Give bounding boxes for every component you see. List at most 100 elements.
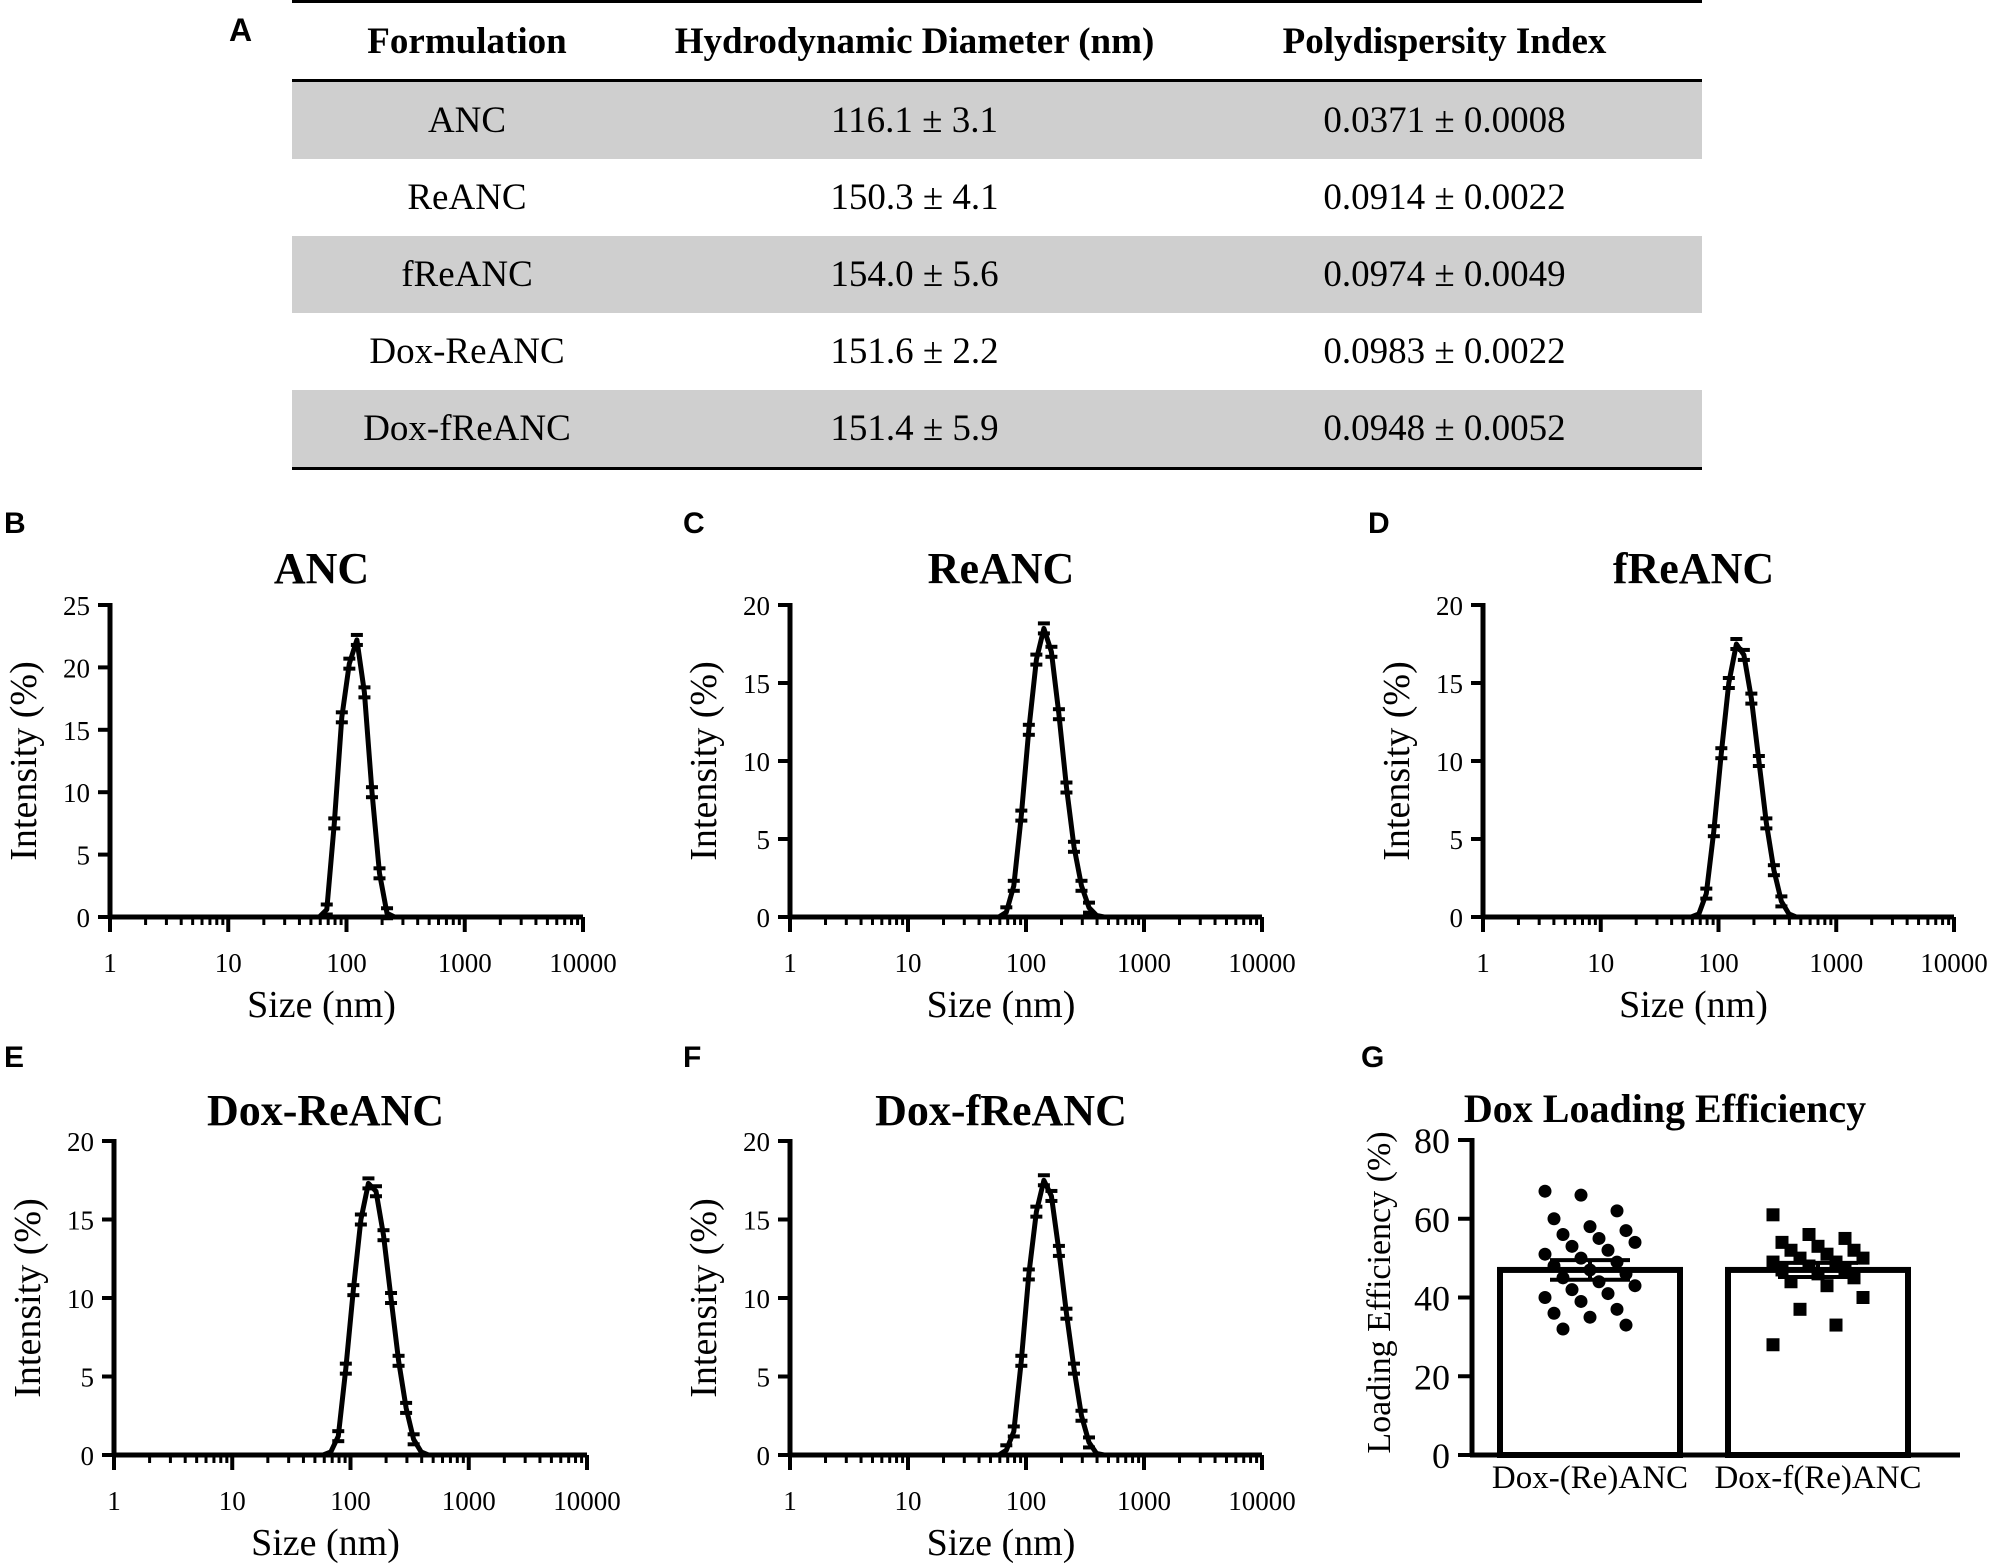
x-tick-label: 1000 [1117,948,1171,978]
cell-diameter: 154.0 ± 5.6 [642,236,1187,313]
data-point [1619,1318,1633,1332]
table-row: ANC 116.1 ± 3.1 0.0371 ± 0.0008 [292,80,1702,159]
data-point [1538,1247,1552,1261]
size-table: Formulation Hydrodynamic Diameter (nm) P… [292,0,1702,470]
cell-formulation: ANC [292,80,642,159]
x-tick-label: 1 [783,1486,797,1516]
y-tick-label: 25 [63,591,90,621]
x-tick-label: 1 [1476,948,1490,978]
chart-B: ANC 0 5 10 15 20 25 1 10 100 1000 10000 Size (nm) Int… [3,544,617,1026]
data-point [1547,1306,1561,1320]
data-point [1793,1302,1807,1316]
data-point [1574,1251,1588,1265]
y-axis-label: Loading Efficiency (%) [1361,1131,1398,1453]
bar [1497,1266,1683,1458]
chart-title: fReANC [1613,544,1774,593]
data-point [1610,1255,1624,1269]
table-row: fReANC 154.0 ± 5.6 0.0974 ± 0.0049 [292,236,1702,313]
chart-E: Dox-ReANC 0 5 10 15 20 1 10 100 1000 10000 Size (nm… [7,1086,621,1564]
x-tick-label: 10000 [549,948,617,978]
table-row: ReANC 150.3 ± 4.1 0.0914 ± 0.0022 [292,159,1702,236]
data-point [1592,1275,1606,1289]
table-row: Dox-fReANC 151.4 ± 5.9 0.0948 ± 0.0052 [292,390,1702,469]
cell-diameter: 150.3 ± 4.1 [830,177,999,218]
series-line [322,1180,430,1458]
y-axis-label: Intensity (%) [683,661,725,860]
y-tick-label: 20 [1436,591,1463,621]
panel-label-b: B [4,507,26,540]
x-tick-label: 10 [1587,948,1614,978]
x-tick-label: 10 [895,1486,922,1516]
y-tick-label: 15 [63,716,90,746]
x-tick-label: Dox-(Re)ANC [1492,1460,1688,1496]
data-point [1601,1243,1615,1257]
formulation-table: Formulation Hydrodynamic Diameter (nm) P… [292,0,1702,470]
chart-title: ReANC [928,544,1075,593]
y-tick-label: 0 [757,1441,771,1471]
y-tick-label: 20 [743,591,770,621]
data-point [1610,1302,1624,1316]
x-tick-label: 100 [1698,948,1739,978]
table-header-row: Formulation Hydrodynamic Diameter (nm) P… [292,1,1702,82]
data-point [1538,1291,1552,1304]
y-tick-label: 20 [67,1127,94,1157]
x-tick-label: 10 [215,948,242,978]
x-tick-label: 1 [103,948,117,978]
data-point [1556,1228,1570,1241]
header-formulation: Formulation [292,1,642,82]
y-tick-label: 5 [757,825,771,855]
y-axis-label: Intensity (%) [3,661,45,860]
data-point [1574,1294,1588,1308]
data-point [1556,1322,1570,1336]
y-tick-label: 80 [1414,1121,1450,1161]
x-tick-label: 100 [1006,1486,1047,1516]
x-axis-label: Size (nm) [247,984,396,1026]
y-tick-label: 0 [77,903,91,933]
series-line [317,637,396,920]
data-point [1820,1279,1834,1293]
y-tick-label: 15 [1436,669,1463,699]
y-tick-label: 0 [1450,903,1464,933]
chart-title: Dox Loading Efficiency [1464,1086,1866,1131]
y-tick-label: 10 [1436,747,1463,777]
y-tick-label: 5 [81,1363,95,1393]
x-axis-label: Size (nm) [1619,984,1768,1026]
x-tick-label: 100 [330,1486,371,1516]
y-tick-label: 5 [757,1363,771,1393]
data-point [1775,1263,1789,1277]
data-point [1766,1208,1780,1222]
data-point [1847,1271,1861,1285]
x-tick-label: 10000 [1228,948,1296,978]
x-tick-label: 10 [895,948,922,978]
data-point [1547,1212,1561,1226]
y-tick-label: 15 [67,1206,94,1236]
data-point [1538,1184,1552,1198]
bar [1725,1266,1911,1458]
y-tick-label: 10 [743,747,770,777]
chart-title: Dox-ReANC [207,1086,444,1135]
x-tick-label: 10 [219,1486,246,1516]
y-axis-label: Intensity (%) [683,1198,725,1397]
y-axis-label: Intensity (%) [7,1198,49,1397]
data-point [1601,1287,1615,1301]
data-point [1592,1231,1606,1245]
table-row: Dox-ReANC 151.6 ± 2.2 0.0983 ± 0.0022 [292,313,1702,390]
data-point [1583,1220,1597,1234]
cell-pdi: 0.0974 ± 0.0049 [1187,236,1702,313]
data-point [1565,1239,1579,1253]
y-tick-label: 0 [81,1441,95,1471]
cell-diameter: 116.1 ± 3.1 [642,80,1187,159]
y-tick-label: 20 [743,1127,770,1157]
y-tick-label: 5 [77,841,91,871]
y-tick-label: 10 [743,1284,770,1314]
y-tick-label: 15 [743,1206,770,1236]
y-tick-label: 20 [1414,1357,1450,1397]
cell-formulation: Dox-ReANC [369,331,565,372]
chart-title: ANC [274,544,369,593]
data-point [1619,1267,1633,1281]
x-tick-label: 1 [783,948,797,978]
cell-formulation: fReANC [292,236,642,313]
cell-diameter: 151.6 ± 2.2 [830,331,999,372]
chart-F: Dox-fReANC 0 5 10 15 20 1 10 100 1000 10000 Size (n… [683,1086,1296,1564]
